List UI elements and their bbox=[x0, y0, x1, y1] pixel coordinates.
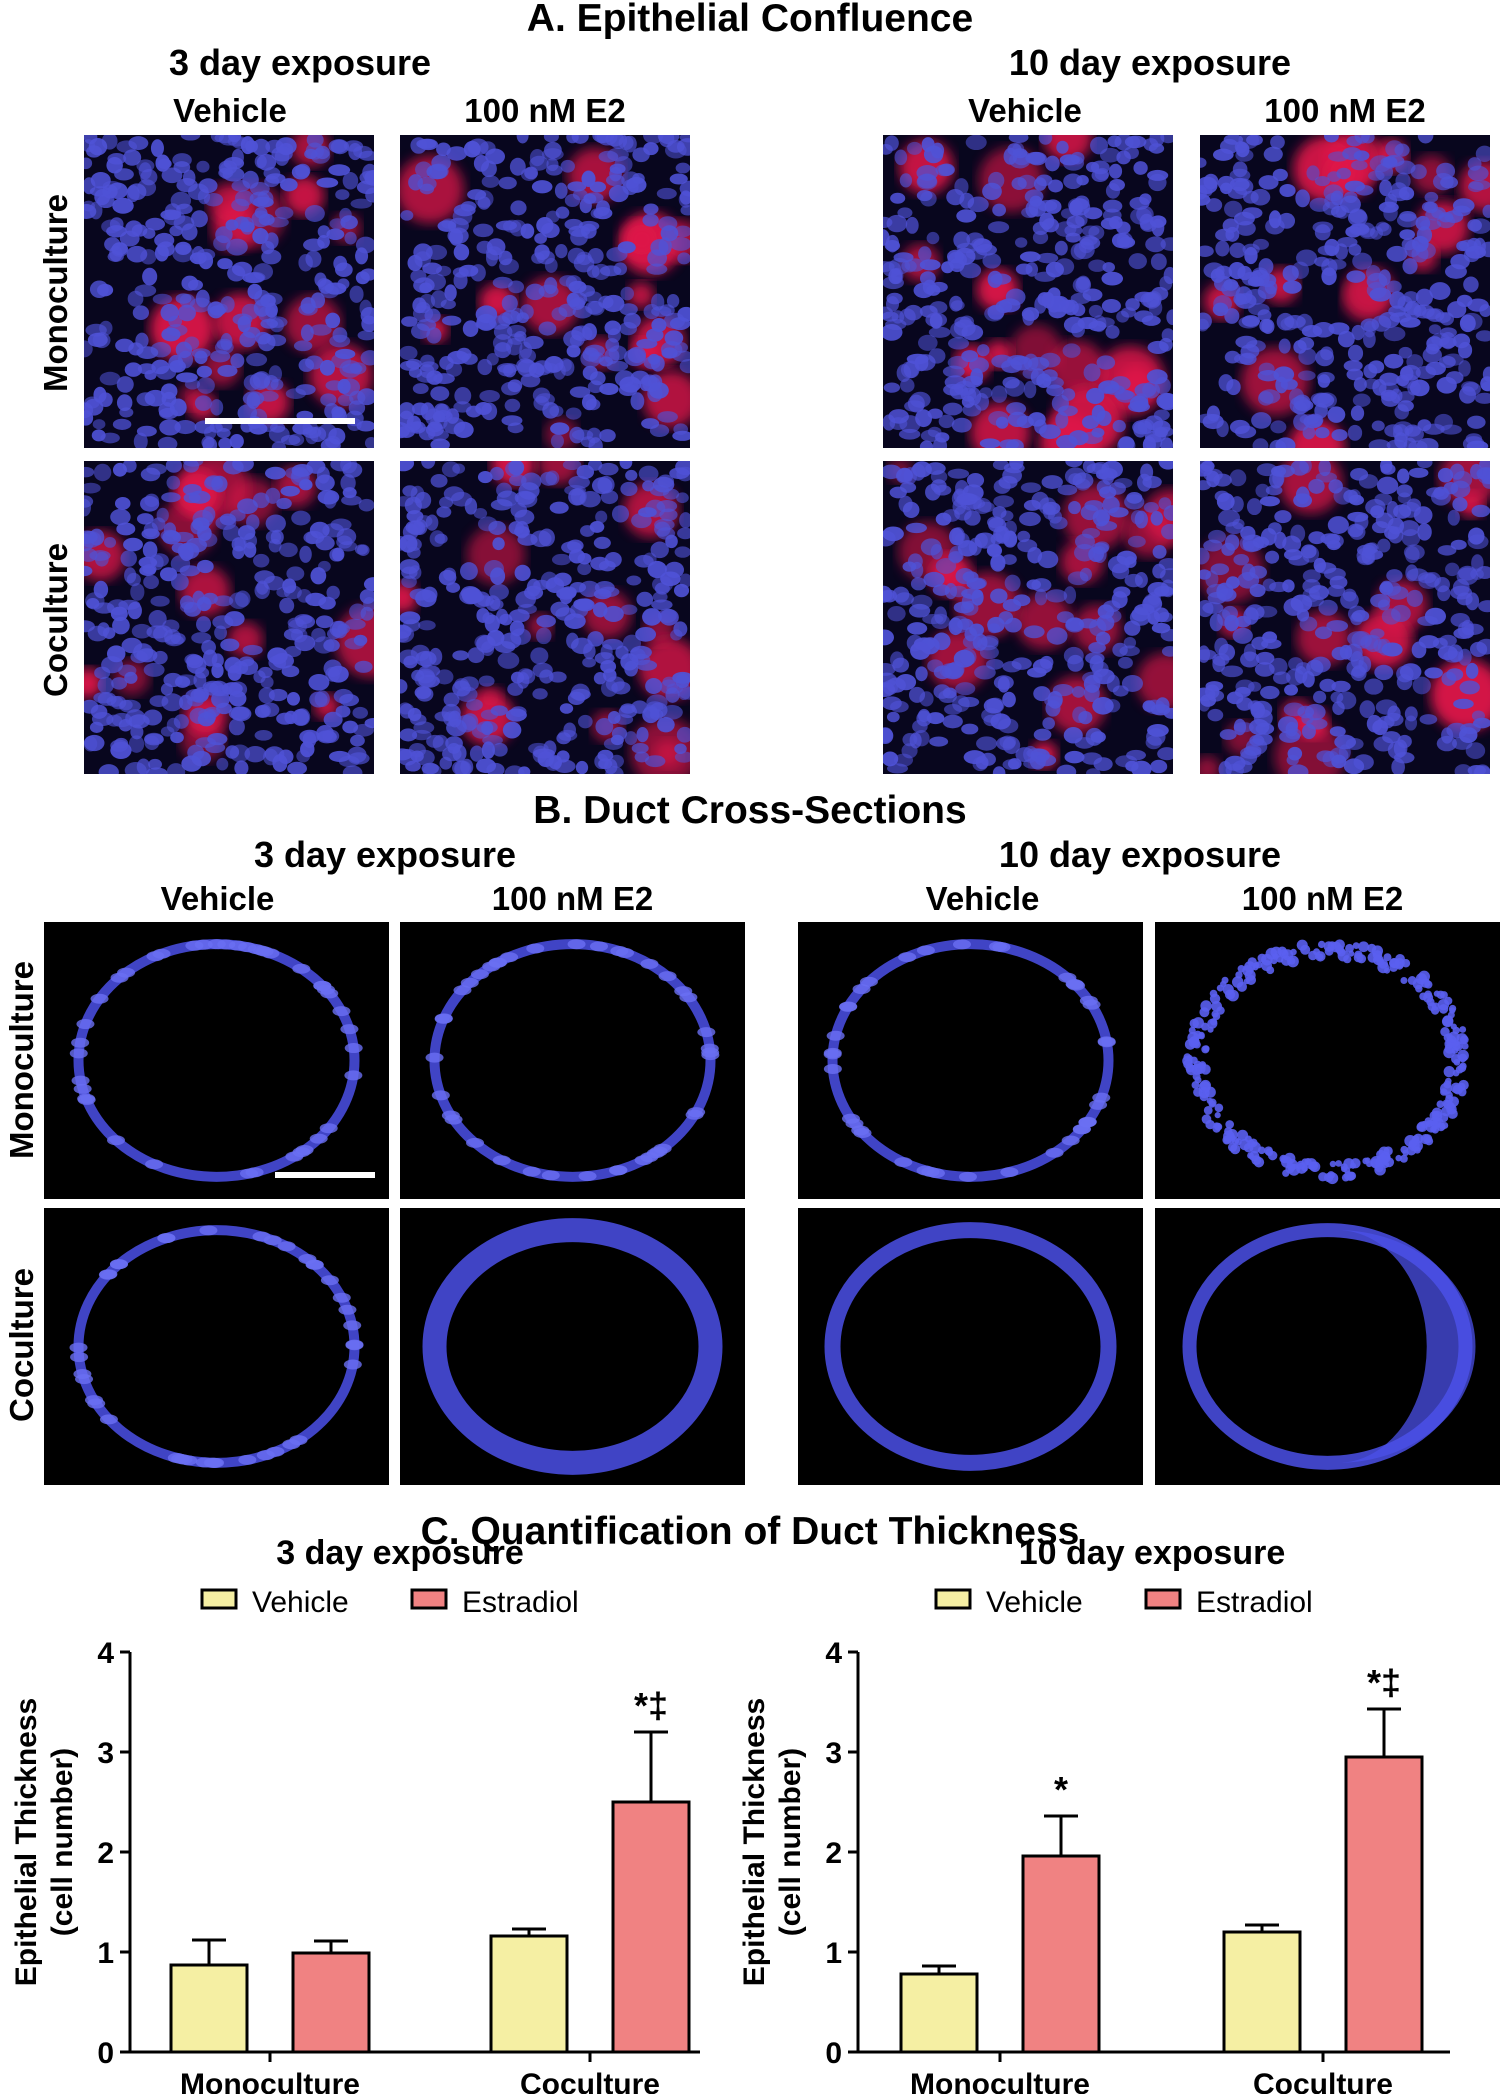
bar-monoculture-estradiol bbox=[1021, 1854, 1101, 2054]
bar-coculture-estradiol bbox=[611, 1800, 691, 2054]
duct-image-mono-10d-e2 bbox=[1155, 922, 1500, 1199]
bar-monoculture-vehicle bbox=[899, 1972, 979, 2054]
panel-b-col-vehicle-10: Vehicle bbox=[925, 880, 1040, 917]
x-tick-label: Coculture bbox=[520, 2068, 660, 2094]
duct-ring bbox=[823, 939, 1116, 1182]
duct-image-co-3d-e2 bbox=[400, 1208, 745, 1485]
legend-label-estradiol: Estradiol bbox=[462, 1586, 579, 1619]
y-tick-label: 1 bbox=[825, 1937, 842, 1970]
panel-a-col-e2-10: 100 nM E2 bbox=[1264, 92, 1426, 129]
duct-image-mono-3d-e2 bbox=[400, 922, 745, 1199]
legend-label-vehicle: Vehicle bbox=[252, 1586, 349, 1619]
confluence-image-co-10d-e2 bbox=[1200, 461, 1490, 774]
y-tick-label: 2 bbox=[97, 1837, 114, 1870]
confluence-image-mono-10d-e2 bbox=[1200, 135, 1490, 448]
legend-swatch-vehicle bbox=[200, 1588, 238, 1610]
y-axis-label-units: (cell number) bbox=[774, 1748, 807, 1936]
legend-swatch-vehicle bbox=[934, 1588, 972, 1610]
bar-monoculture-estradiol bbox=[291, 1951, 371, 2054]
duct-image-mono-10d-vehicle bbox=[798, 922, 1143, 1199]
panel-a-col-e2-3: 100 nM E2 bbox=[464, 92, 626, 129]
legend-label-estradiol: Estradiol bbox=[1196, 1586, 1313, 1619]
duct-ring bbox=[824, 1222, 1117, 1471]
y-tick-label: 0 bbox=[825, 2037, 842, 2070]
scale-bar-a bbox=[205, 418, 355, 424]
panel-a-exposure-3: 3 day exposure bbox=[168, 42, 432, 83]
panel-a-row-coculture: Coculture bbox=[37, 542, 74, 698]
confluence-image-co-10d-vehicle bbox=[883, 461, 1173, 774]
fluorescence-texture bbox=[84, 135, 374, 448]
duct-image-co-10d-vehicle bbox=[798, 1208, 1143, 1485]
significance-marker: * bbox=[1054, 1769, 1068, 1810]
y-tick-label: 4 bbox=[97, 1637, 114, 1670]
duct-ring bbox=[422, 1218, 723, 1475]
y-axis-label: Epithelial Thickness bbox=[738, 1698, 771, 1986]
y-tick-label: 3 bbox=[825, 1737, 842, 1770]
bar-chart-10-day: 10 day exposure 0 1 2 3 4 Epithelial Thickness… bbox=[738, 1534, 1450, 2094]
fluorescence-texture bbox=[400, 461, 690, 774]
panel-b-exposure-10: 10 day exposure bbox=[998, 834, 1282, 875]
panel-b-row-coculture: Coculture bbox=[3, 1267, 40, 1423]
x-tick-label: Monoculture bbox=[910, 2068, 1090, 2094]
duct-image-co-10d-e2 bbox=[1155, 1208, 1500, 1485]
fluorescence-texture bbox=[883, 461, 1173, 774]
panel-c-title: C. Quantification of Duct Thickness bbox=[420, 1510, 1080, 1553]
y-tick-label: 2 bbox=[825, 1837, 842, 1870]
panel-b-row-monoculture: Monoculture bbox=[3, 961, 40, 1159]
x-tick-label: Monoculture bbox=[180, 2068, 360, 2094]
duct-ring bbox=[425, 939, 720, 1182]
panel-a-col-vehicle-3: Vehicle bbox=[173, 92, 287, 129]
duct-ring bbox=[1182, 939, 1469, 1185]
panel-b-title: B. Duct Cross-Sections bbox=[533, 789, 967, 832]
confluence-image-co-3d-e2 bbox=[400, 461, 690, 774]
y-tick-label: 0 bbox=[97, 2037, 114, 2070]
panel-a-row-monoculture: Monoculture bbox=[37, 194, 74, 392]
legend-swatch-estradiol bbox=[410, 1588, 448, 1610]
y-tick-label: 4 bbox=[825, 1637, 842, 1670]
bar-chart-3-day: 3 day exposure 0 1 2 3 4 Epithelial Thickness(… bbox=[10, 1534, 700, 2094]
duct-ring bbox=[1182, 1223, 1476, 1470]
bar-coculture-estradiol bbox=[1344, 1755, 1424, 2054]
y-axis-label: Epithelial Thickness bbox=[10, 1698, 43, 1986]
panel-a-exposure-10: 10 day exposure bbox=[1008, 42, 1292, 83]
fluorescence-texture bbox=[400, 135, 690, 448]
duct-image-mono-3d-vehicle bbox=[44, 922, 389, 1199]
bar-monoculture-vehicle bbox=[169, 1963, 249, 2054]
y-axis-label-units: (cell number) bbox=[46, 1748, 79, 1936]
significance-marker: *‡ bbox=[634, 1685, 668, 1726]
bar-coculture-vehicle bbox=[489, 1934, 569, 2054]
panel-a-col-vehicle-10: Vehicle bbox=[968, 92, 1082, 129]
panel-b-col-e2-10: 100 nM E2 bbox=[1241, 880, 1404, 917]
panel-b-col-vehicle-3: Vehicle bbox=[160, 880, 275, 917]
bar-coculture-vehicle bbox=[1222, 1930, 1302, 2054]
x-tick-label: Coculture bbox=[1253, 2068, 1393, 2094]
y-tick-label: 1 bbox=[97, 1937, 114, 1970]
panel-b-exposure-3: 3 day exposure bbox=[253, 834, 517, 875]
confluence-image-mono-3d-e2 bbox=[400, 135, 690, 448]
panel-a-title: A. Epithelial Confluence bbox=[526, 0, 974, 40]
confluence-image-mono-3d-vehicle bbox=[84, 135, 374, 448]
scale-bar-b bbox=[275, 1172, 375, 1178]
confluence-image-co-3d-vehicle bbox=[84, 461, 374, 774]
duct-image-co-3d-vehicle bbox=[44, 1208, 389, 1485]
chart-title: 10 day exposure bbox=[1019, 1534, 1285, 1572]
chart-title: 3 day exposure bbox=[276, 1534, 524, 1572]
legend-label-vehicle: Vehicle bbox=[986, 1586, 1083, 1619]
confluence-image-mono-10d-vehicle bbox=[883, 135, 1173, 448]
fluorescence-texture bbox=[1200, 135, 1490, 448]
fluorescence-texture bbox=[883, 135, 1173, 448]
fluorescence-texture bbox=[1200, 461, 1490, 774]
duct-ring bbox=[69, 1225, 364, 1468]
legend-swatch-estradiol bbox=[1144, 1588, 1182, 1610]
duct-ring bbox=[69, 939, 363, 1182]
y-tick-label: 3 bbox=[97, 1737, 114, 1770]
significance-marker: *‡ bbox=[1367, 1662, 1401, 1703]
panel-b-col-e2-3: 100 nM E2 bbox=[491, 880, 654, 917]
fluorescence-texture bbox=[84, 461, 374, 774]
